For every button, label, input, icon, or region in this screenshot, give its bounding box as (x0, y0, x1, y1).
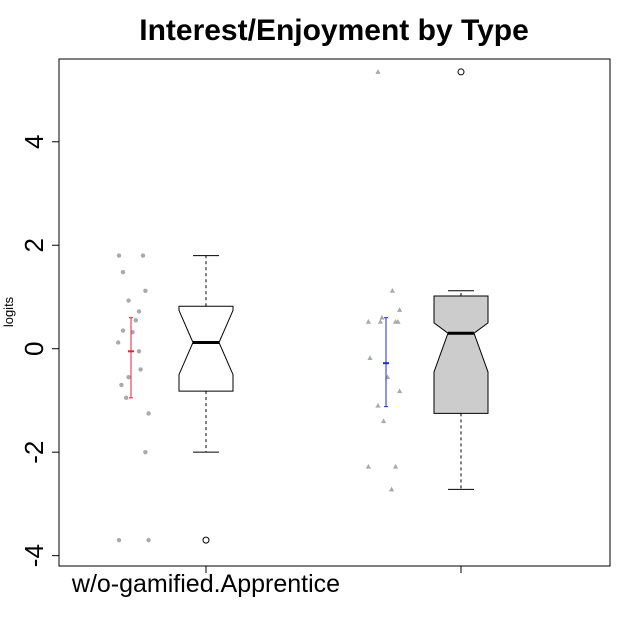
strip-point (120, 269, 126, 275)
strip-point (116, 253, 122, 258)
strip-point (126, 374, 131, 380)
plot-frame (58, 58, 611, 567)
y-tick-label: 2 (19, 238, 49, 252)
strip-point (146, 537, 151, 543)
strip-point (389, 486, 395, 492)
strip-point (397, 388, 403, 394)
strip-point (397, 307, 403, 312)
strip-point (381, 418, 387, 424)
strip-point (377, 319, 383, 324)
plot-marks (116, 68, 489, 544)
group-1 (116, 253, 234, 544)
notched-box (178, 305, 234, 392)
strip-point (126, 298, 131, 303)
y-tick-label: -4 (19, 544, 49, 567)
strip-point (379, 314, 385, 320)
strip-point (143, 449, 148, 455)
strip-point (120, 328, 126, 333)
strip-point (116, 537, 122, 543)
strip-point (136, 309, 142, 314)
strip-point (143, 288, 148, 293)
strip-point (395, 319, 401, 324)
x-tick-label: w/o-gamified.Apprentice (71, 570, 340, 598)
strip-point (116, 340, 121, 345)
outlier-point (457, 68, 465, 76)
y-tick-label: -2 (19, 441, 49, 464)
strip-point (365, 319, 371, 324)
strip-point (138, 367, 143, 372)
y-tick-label: 0 (19, 341, 49, 355)
strip-point (136, 349, 142, 354)
y-axis-label: logits (1, 296, 16, 327)
strip-point (140, 253, 146, 258)
strip-point (393, 463, 399, 469)
chart-title: Interest/Enjoyment by Type (139, 14, 529, 47)
notched-box (433, 295, 489, 414)
strip-point (124, 395, 129, 401)
group-2 (365, 68, 489, 492)
strip-point (367, 355, 373, 361)
y-tick-label: 4 (19, 135, 49, 149)
strip-point (119, 382, 124, 388)
strip-point (375, 69, 381, 74)
strip-point (146, 411, 151, 416)
outlier-point (202, 536, 210, 544)
strip-point (133, 318, 138, 323)
y-axis: -4 -2 0 2 4 (19, 135, 60, 567)
strip-point (389, 287, 395, 293)
x-axis: w/o-gamified.Apprentice (71, 566, 462, 598)
strip-point (365, 463, 371, 469)
strip-point (375, 402, 381, 408)
